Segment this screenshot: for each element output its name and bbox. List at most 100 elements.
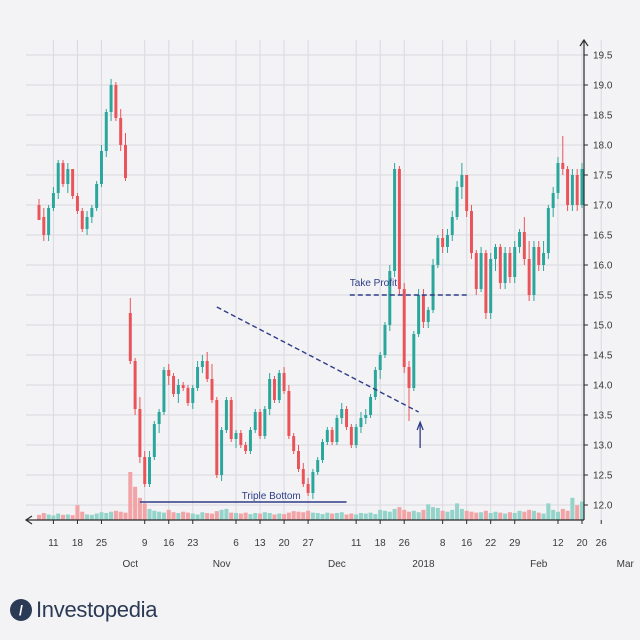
volume-bar bbox=[176, 512, 181, 520]
volume-bar bbox=[555, 511, 560, 520]
x-tick-label: 27 bbox=[303, 538, 315, 549]
volume-bar bbox=[546, 503, 551, 520]
investopedia-logo-icon: / bbox=[10, 599, 32, 621]
candle-body bbox=[311, 472, 315, 493]
candle-body bbox=[393, 169, 397, 271]
volume-bar bbox=[123, 512, 128, 520]
candle-body bbox=[75, 196, 79, 211]
volume-bar bbox=[339, 512, 344, 520]
candle-body bbox=[469, 211, 473, 253]
y-tick-label: 12.0 bbox=[593, 501, 613, 512]
y-tick-label: 17.5 bbox=[593, 171, 613, 182]
volume-bar bbox=[99, 512, 104, 520]
candle-body bbox=[244, 445, 248, 451]
x-tick-label: 9 bbox=[142, 538, 148, 549]
candle-body bbox=[316, 460, 320, 472]
candle-body bbox=[234, 433, 238, 439]
volume-bar bbox=[498, 512, 503, 520]
volume-bar bbox=[258, 513, 263, 520]
y-tick-label: 19.0 bbox=[593, 81, 613, 92]
volume-bar bbox=[464, 510, 469, 520]
volume-bar bbox=[224, 508, 229, 520]
volume-bar bbox=[512, 512, 517, 520]
candle-body bbox=[61, 163, 65, 184]
triple-bottom-label: Triple Bottom bbox=[242, 491, 301, 502]
candle-body bbox=[421, 295, 425, 322]
candle-body bbox=[561, 163, 565, 169]
candle-body bbox=[518, 232, 522, 247]
volume-bar bbox=[190, 513, 195, 520]
candle-body bbox=[215, 400, 219, 475]
candle-body bbox=[378, 355, 382, 370]
candle-body bbox=[143, 457, 147, 484]
y-tick-label: 18.0 bbox=[593, 141, 613, 152]
candle-body bbox=[340, 409, 344, 418]
candle-body bbox=[229, 400, 233, 439]
candle-body bbox=[373, 370, 377, 397]
candle-body bbox=[287, 391, 291, 436]
candle-body bbox=[90, 208, 94, 217]
candle-body bbox=[220, 430, 224, 475]
candle-body bbox=[484, 253, 488, 313]
candle-body bbox=[85, 217, 89, 229]
candle-body bbox=[51, 193, 55, 208]
candle-body bbox=[268, 379, 272, 409]
volume-bar bbox=[267, 512, 272, 520]
x-tick-label: 25 bbox=[96, 538, 108, 549]
candle-body bbox=[494, 247, 497, 259]
volume-bar bbox=[229, 512, 234, 520]
candle-body bbox=[186, 388, 190, 403]
candle-body bbox=[450, 217, 454, 235]
volume-bar bbox=[286, 512, 291, 520]
candle-body bbox=[474, 253, 478, 289]
volume-bar bbox=[219, 509, 224, 520]
candle-body bbox=[157, 412, 161, 424]
candle-body bbox=[359, 418, 363, 427]
x-tick-label: 16 bbox=[461, 538, 473, 549]
x-tick-label: 8 bbox=[440, 538, 446, 549]
volume-bar bbox=[402, 509, 407, 520]
volume-bar bbox=[214, 511, 219, 520]
volume-bar bbox=[296, 511, 301, 520]
volume-bar bbox=[455, 503, 460, 520]
volume-bar bbox=[358, 512, 363, 520]
volume-bar bbox=[181, 511, 186, 520]
candle-body bbox=[133, 361, 137, 409]
x-month-label: Dec bbox=[328, 559, 346, 570]
candle-body bbox=[431, 265, 435, 310]
volume-bar bbox=[152, 510, 157, 520]
y-tick-label: 16.5 bbox=[593, 231, 613, 242]
candle-body bbox=[191, 388, 195, 403]
volume-bar bbox=[233, 512, 239, 520]
candle-body bbox=[402, 289, 406, 367]
volume-bar bbox=[503, 513, 508, 520]
x-tick-label: 16 bbox=[163, 538, 175, 549]
volume-bar bbox=[416, 512, 421, 520]
candle-body bbox=[263, 409, 267, 436]
x-tick-label: 18 bbox=[375, 538, 387, 549]
volume-bar bbox=[61, 514, 66, 520]
candle-body bbox=[397, 169, 401, 289]
volume-bar bbox=[109, 511, 114, 520]
investopedia-brand: / Investopedia bbox=[10, 594, 157, 626]
volume-bar bbox=[459, 508, 464, 520]
volume-bar bbox=[171, 512, 176, 520]
candle-body bbox=[522, 232, 526, 259]
volume-bar bbox=[421, 509, 426, 520]
candle-body bbox=[546, 208, 550, 253]
x-tick-label: 13 bbox=[254, 538, 266, 549]
volume-bar bbox=[166, 509, 171, 520]
volume-bar bbox=[147, 508, 152, 520]
x-tick-label: 22 bbox=[485, 538, 497, 549]
volume-bar bbox=[488, 512, 493, 520]
resistance-trendline bbox=[216, 306, 419, 413]
candle-body bbox=[277, 373, 281, 400]
y-tick-label: 15.0 bbox=[593, 321, 613, 332]
volume-bar bbox=[325, 512, 330, 520]
volume-bar bbox=[205, 512, 210, 520]
candle-body bbox=[489, 259, 493, 313]
candle-body bbox=[296, 451, 300, 469]
volume-bar bbox=[282, 514, 287, 520]
volume-bar bbox=[479, 512, 484, 520]
volume-bar bbox=[507, 512, 512, 520]
